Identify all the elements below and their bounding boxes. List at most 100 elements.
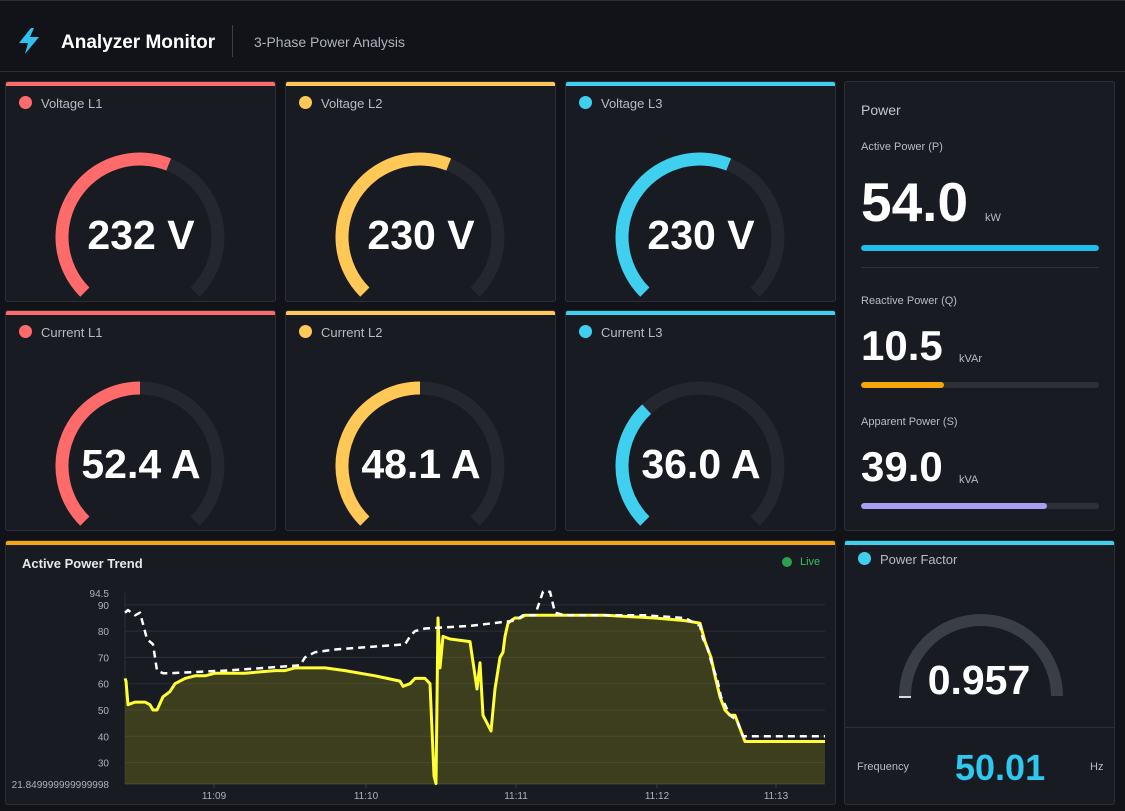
current-l2-card: Current L2 48.1 A [285,310,556,531]
current-l3-dot-icon [579,325,592,338]
power-factor-value: 0.957 [927,657,1031,703]
voltage-l3-dot-icon [579,96,592,109]
lightning-bolt-icon [19,28,39,54]
voltage-l1-accent-bar [6,82,275,86]
reactive-power-label: Reactive Power (Q) [861,295,957,307]
current-l1-accent-bar [6,311,275,315]
active-power-bar [861,245,1099,251]
current-l3-card: Current L3 36.0 A [565,310,836,531]
voltage-l3-card: Voltage L3 230 V [565,81,836,302]
current-l2-accent-bar [286,311,555,315]
voltage-l1-card: Voltage L1 232 V [5,81,276,302]
power-title: Power [861,102,901,118]
voltage-l1-gauge-arc [55,152,225,297]
current-l2-value: 48.1 A [361,441,481,487]
current-l2-gauge-arc [335,381,505,526]
power-factor-card: Power Factor 0.957 Frequency 50.01 Hz [844,540,1115,805]
current-l1-value: 52.4 A [81,441,201,487]
active-power-value: 54.0 [861,171,969,233]
current-l3-label: Current L3 [601,325,663,340]
current-l2-label: Current L2 [321,325,383,340]
voltage-l2-value: 230 V [367,212,475,258]
current-l1-label: Current L1 [41,325,103,340]
live-indicator-icon [782,557,792,567]
trend-x-tick-label: 11:12 [645,791,670,802]
trend-title: Active Power Trend [22,556,143,571]
voltage-l2-gauge-arc [335,152,505,297]
apparent-power-value: 39.0 [861,443,943,490]
current-l3-gauge-arc [615,381,785,526]
voltage-l3-label: Voltage L3 [601,96,663,111]
trend-y-tick-label: 60 [98,680,110,691]
trend-x-tick-label: 11:09 [202,791,227,802]
voltage-l2-accent-bar [286,82,555,86]
trend-x-tick-label: 11:13 [764,791,789,802]
app-title: Analyzer Monitor [61,32,216,53]
current-l1-card: Current L1 52.4 A [5,310,276,531]
current-l1-gauge-fill [55,381,141,526]
live-label: Live [800,556,821,568]
current-l2-gauge-fill [335,381,421,526]
reactive-power-bar [861,382,1099,388]
voltage-l1-gauge-fill [55,152,172,297]
header-subtitle: 3-Phase Power Analysis [254,34,405,50]
frequency-unit: Hz [1090,761,1104,773]
power-factor-gauge [899,614,1063,698]
trend-y-tick-label: 94.5 [90,589,110,600]
pf-label: Power Factor [880,552,958,567]
apparent-power-label: Apparent Power (S) [861,416,958,428]
active-power-label: Active Power (P) [861,141,943,153]
pf-gauge-track [899,614,1063,697]
active-power-trend-card: Active Power Trend Live 94.5 90 80 70 60 50 40… [5,540,836,805]
top-border [0,0,1125,1]
power-card: Power Active Power (P) 54.0 kW Reactive … [844,81,1115,531]
voltage-l2-dot-icon [299,96,312,109]
voltage-l2-gauge-fill [335,152,452,297]
trend-active-power-line [123,613,825,786]
voltage-l2-card: Voltage L2 230 V [285,81,556,302]
current-l1-dot-icon [19,325,32,338]
current-l3-accent-bar [566,311,835,315]
reactive-power-value: 10.5 [861,322,943,369]
apparent-power-bar [861,503,1099,509]
trend-reference-line [124,590,825,738]
current-l3-value: 36.0 A [641,441,761,487]
trend-area-fill [125,615,825,784]
voltage-l1-dot-icon [19,96,32,109]
pf-accent-bar [845,541,1114,545]
trend-y-tick-label: 70 [98,653,110,664]
trend-chart: 94.590 80 70 60 50 40 30 21.849999999999998 11:0… [12,589,825,802]
power-separator [861,267,1099,268]
trend-y-tick-label: 50 [98,706,110,717]
trend-x-tick-label: 11:11 [504,791,528,802]
trend-y-tick-label: 40 [98,732,110,743]
voltage-l2-label: Voltage L2 [321,96,383,111]
trend-accent-bar [6,541,835,545]
voltage-l3-accent-bar [566,82,835,86]
current-l1-gauge-arc [55,381,225,526]
pf-dot-icon [858,552,871,565]
trend-y-tick-label: 80 [98,627,110,638]
active-power-unit: kW [985,212,1001,224]
trend-y-tick-label: 21.849999999999998 [12,780,110,791]
voltage-l3-gauge-arc [615,152,785,297]
reactive-power-bar-fill [861,382,945,388]
voltage-l1-value: 232 V [87,212,195,258]
voltage-l1-label: Voltage L1 [41,96,103,111]
frequency-value: 50.01 [955,747,1046,788]
current-l2-dot-icon [299,325,312,338]
trend-y-tick-label: 90 [98,601,110,612]
reactive-power-unit: kVAr [959,353,983,365]
active-power-bar-fill [861,245,1099,251]
apparent-power-bar-fill [861,503,1047,509]
frequency-separator [845,727,1114,728]
trend-y-tick-label: 30 [98,759,110,770]
current-l3-gauge-fill [615,404,652,526]
header-divider [232,25,233,57]
voltage-l3-value: 230 V [647,212,755,258]
frequency-label: Frequency [857,761,909,773]
voltage-l3-gauge-fill [615,152,732,297]
apparent-power-unit: kVA [959,474,979,486]
trend-x-tick-label: 11:10 [354,791,379,802]
header: Analyzer Monitor 3-Phase Power Analysis [0,0,1125,72]
